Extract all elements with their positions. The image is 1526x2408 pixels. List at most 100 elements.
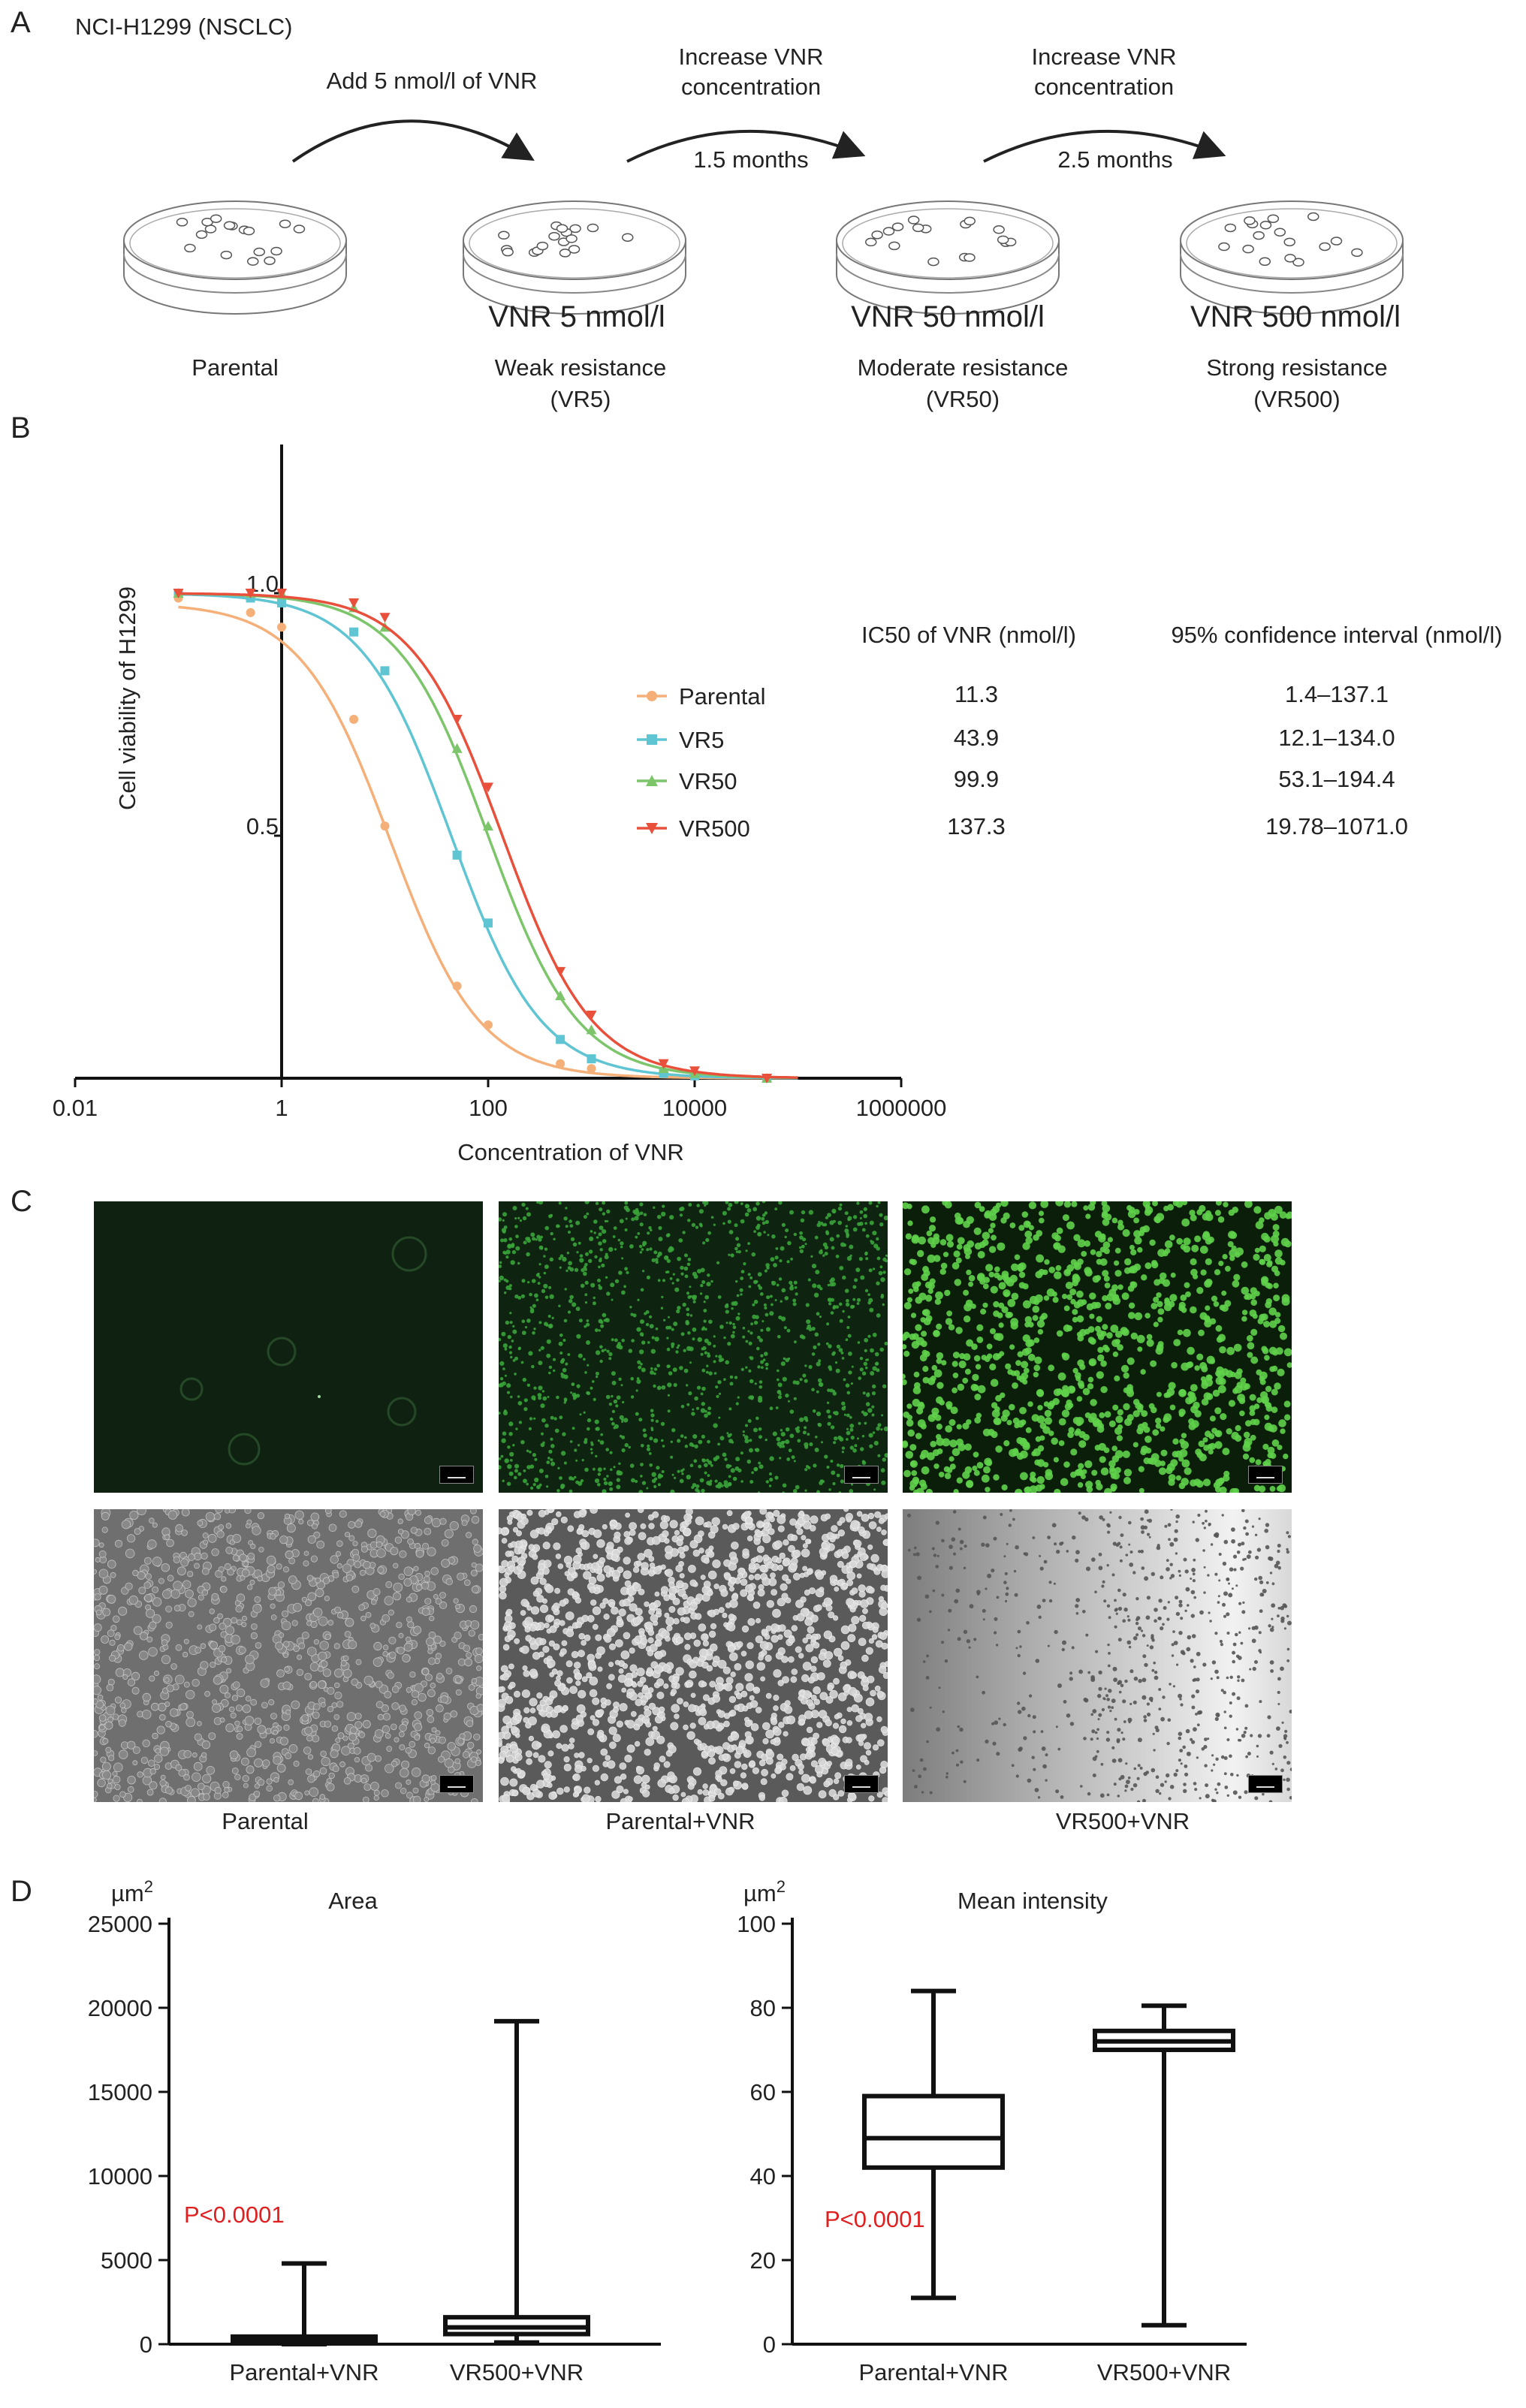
x-category-label: VR500+VNR — [450, 2359, 584, 2385]
cell-icon — [993, 225, 1005, 234]
x-tick-label: 1 — [275, 1095, 288, 1121]
box-parental-vnr — [862, 1988, 1005, 2301]
dose-response-chart: 0.01 1 100 10000 10000000.51.0Concentration … — [53, 445, 946, 1165]
cell-icon — [264, 256, 276, 266]
scale-bar — [439, 1466, 474, 1484]
p-value-annotation: P<0.0001 — [184, 2202, 285, 2228]
point-vr500 — [555, 966, 566, 977]
panel-label-b: B — [11, 411, 31, 445]
y-axis-title: Cell viability of H1299 — [114, 586, 140, 810]
legend-marker — [646, 823, 658, 834]
micrograph-bright-vr500-vnr — [903, 1509, 1292, 1802]
cell-icon — [220, 250, 233, 260]
cell-icon — [223, 221, 236, 231]
cell-icon — [247, 257, 259, 266]
point-vr500 — [379, 613, 391, 623]
point-vr5 — [587, 1054, 596, 1064]
dish-2-name: Weak resistance — [494, 354, 667, 381]
y-tick-label: 0.5 — [246, 813, 279, 839]
point-vr50 — [555, 990, 566, 1001]
point-vr5 — [380, 666, 390, 676]
y-tick-label: 60 — [750, 2079, 776, 2105]
cell-icon — [548, 231, 560, 241]
y-tick-label: 0 — [140, 2331, 152, 2358]
point-vr500 — [761, 1074, 773, 1083]
cell-icon — [927, 257, 939, 267]
point-parental — [556, 1059, 565, 1068]
x-tick-label: 100 — [469, 1095, 508, 1121]
x-axis-title: Concentration of VNR — [457, 1139, 684, 1165]
cell-icon — [1283, 237, 1295, 247]
dish-2-code: (VR5) — [550, 386, 611, 412]
petri-dish-2 — [463, 200, 686, 315]
box-parental-vnr — [231, 2261, 378, 2346]
ic50-value: 137.3 — [947, 813, 1006, 839]
caption-vr500-vnr: VR500+VNR — [1055, 1808, 1190, 1834]
y-tick-label: 5000 — [101, 2247, 152, 2274]
dish-4-concentration: VNR 500 nmol/l — [1190, 300, 1401, 333]
cell-icon — [569, 224, 581, 234]
cell-icon — [556, 224, 568, 234]
step-2-label-line1: Increase VNR — [678, 44, 824, 70]
area-box-plot: 0 5000 10000 15000 20000 25000 µm2 Area P<0.0001… — [88, 1877, 661, 2385]
caption-parental-vnr: Parental+VNR — [605, 1808, 755, 1834]
table-header-ci: 95% confidence interval (nmol/l) — [1171, 622, 1503, 648]
dish-1-name: Parental — [192, 354, 279, 381]
cell-icon — [907, 215, 920, 225]
cell-icon — [891, 222, 904, 231]
caption-parental: Parental — [222, 1808, 309, 1834]
p-value-annotation: P<0.0001 — [825, 2206, 925, 2232]
dish-2-concentration: VNR 5 nmol/l — [488, 300, 665, 333]
cell-icon — [1224, 223, 1237, 233]
point-vr5 — [277, 598, 286, 607]
point-vr500 — [276, 589, 287, 598]
step-1-arrow — [291, 119, 535, 163]
cell-line-label: NCI-H1299 (NSCLC) — [75, 14, 293, 40]
panel-label-a: A — [11, 6, 31, 39]
point-parental — [349, 714, 359, 724]
cell-icon — [882, 227, 895, 236]
y-tick-label: 40 — [750, 2163, 776, 2190]
point-parental — [484, 1020, 493, 1029]
legend-marker — [647, 734, 657, 745]
petri-dish-1 — [123, 200, 347, 315]
step-1-label: Add 5 nmol/l of VNR — [326, 68, 538, 94]
dish-3-name: Moderate resistance — [857, 354, 1069, 381]
legend-marker — [646, 775, 658, 786]
legend-label-vr5: VR5 — [679, 727, 724, 753]
cell-icon — [270, 246, 282, 256]
ci-value: 53.1–194.4 — [1278, 766, 1395, 792]
cell-icon — [1284, 254, 1296, 263]
panel-label-d: D — [11, 1875, 32, 1908]
legend-marker — [647, 691, 657, 701]
x-category-label: Parental+VNR — [858, 2359, 1008, 2385]
step-3-label-line1: Increase VNR — [1031, 44, 1177, 70]
cell-icon — [1259, 221, 1272, 230]
panel-a-schematic — [123, 119, 1404, 315]
point-vr5 — [452, 850, 462, 860]
cell-icon — [997, 235, 1009, 245]
petri-dish-3 — [836, 200, 1060, 315]
cell-icon — [1292, 258, 1304, 267]
petri-dish-4 — [1180, 200, 1404, 315]
scale-bar — [844, 1466, 879, 1484]
ic50-value: 11.3 — [954, 681, 999, 707]
y-tick-label: 25000 — [88, 1911, 152, 1937]
x-tick-label: 0.01 — [53, 1095, 98, 1121]
cell-icon — [964, 216, 976, 226]
ci-value: 19.78–1071.0 — [1265, 813, 1408, 839]
legend-label-vr500: VR500 — [679, 815, 750, 842]
table-header-ic50: IC50 of VNR (nmol/l) — [861, 622, 1076, 648]
point-vr500 — [348, 598, 360, 608]
micrograph-bright-parental — [94, 1509, 483, 1802]
cell-icon — [1330, 237, 1343, 246]
cell-icon — [568, 245, 581, 254]
ic50-value: 99.9 — [953, 766, 1000, 792]
legend-label-parental: Parental — [679, 683, 765, 710]
cell-icon — [204, 225, 217, 234]
x-tick-label: 10000 — [662, 1095, 727, 1121]
cell-icon — [1253, 231, 1265, 240]
plot-title: Mean intensity — [958, 1888, 1108, 1914]
ci-value: 1.4–137.1 — [1285, 681, 1389, 707]
point-vr500 — [173, 589, 184, 598]
